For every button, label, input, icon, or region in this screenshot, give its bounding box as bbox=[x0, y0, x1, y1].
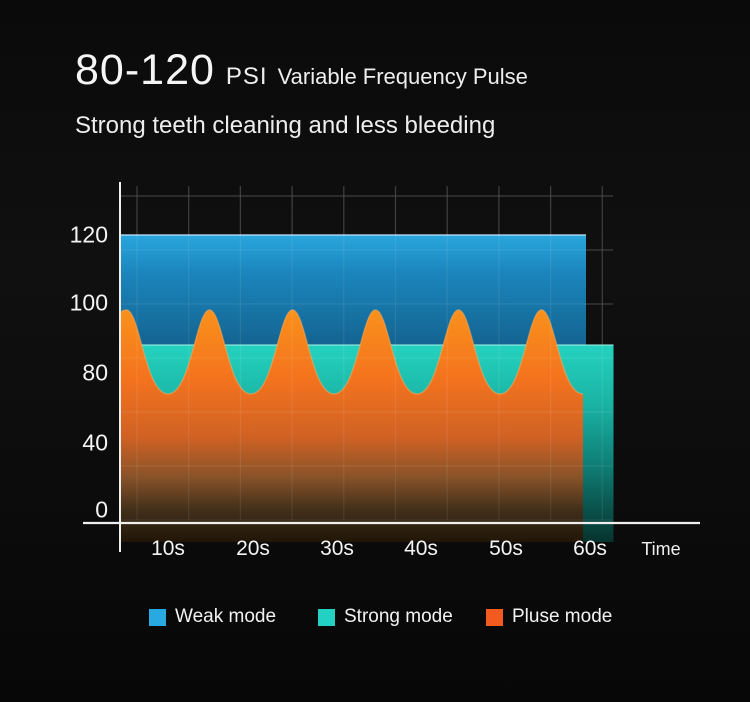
pulse-mode-area bbox=[120, 310, 583, 542]
y-tick-100: 100 bbox=[69, 289, 108, 316]
legend-label-pulse-mode: Pluse mode bbox=[512, 606, 613, 627]
legend-item-strong-mode: Strong mode bbox=[318, 606, 453, 628]
legend-item-pulse-mode: Pluse mode bbox=[486, 606, 612, 628]
weak-mode-swatch-icon bbox=[149, 608, 166, 626]
x-tick-30s: 30s bbox=[320, 537, 354, 560]
x-tick-20s: 20s bbox=[236, 537, 270, 560]
x-tick-40s: 40s bbox=[404, 537, 438, 560]
title-description: Variable Frequency Pulse bbox=[277, 64, 528, 89]
legend-item-weak-mode: Weak mode bbox=[149, 606, 276, 628]
x-axis-title: Time bbox=[641, 539, 681, 559]
y-tick-40: 40 bbox=[82, 429, 108, 456]
title-psi-unit: PSI bbox=[225, 63, 268, 90]
pulse-mode-swatch-icon bbox=[486, 608, 503, 626]
x-tick-10s: 10s bbox=[151, 537, 185, 560]
chart-areas bbox=[119, 234, 614, 542]
chart-axes bbox=[83, 182, 700, 552]
grid-overlay bbox=[121, 186, 613, 521]
legend: Weak mode Strong mode Pluse mode bbox=[0, 606, 750, 630]
x-tick-50s: 50s bbox=[489, 537, 523, 560]
x-tick-60s: 60s bbox=[573, 537, 607, 560]
strong-mode-swatch-icon bbox=[318, 608, 335, 626]
page-title: 80-120 PSI Variable Frequency Pulse bbox=[75, 46, 528, 95]
legend-label-strong-mode: Strong mode bbox=[344, 606, 453, 627]
title-psi-range: 80-120 bbox=[75, 46, 215, 94]
pulse-mode-top-edge bbox=[119, 309, 584, 395]
y-tick-120: 120 bbox=[69, 221, 108, 248]
legend-label-weak-mode: Weak mode bbox=[175, 606, 277, 627]
subtitle: Strong teeth cleaning and less bleeding bbox=[75, 112, 496, 139]
y-tick-0: 0 bbox=[95, 496, 108, 523]
y-tick-80: 80 bbox=[82, 359, 108, 386]
